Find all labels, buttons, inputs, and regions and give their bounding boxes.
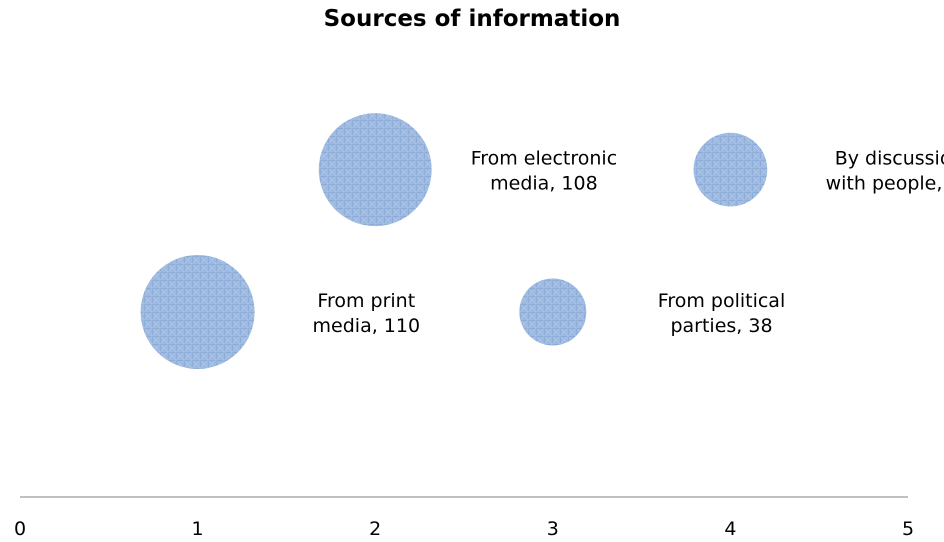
bubble-label-line: with people, 46 bbox=[826, 173, 944, 195]
x-tick-label: 4 bbox=[724, 518, 736, 540]
bubble-label-line: From political bbox=[658, 290, 785, 312]
bubble-label-line: By discussion bbox=[835, 148, 944, 170]
x-tick-label: 1 bbox=[192, 518, 204, 540]
bubble-label-line: parties, 38 bbox=[670, 315, 772, 337]
bubble bbox=[140, 254, 255, 369]
chart-title: Sources of information bbox=[323, 6, 621, 32]
bubble-label-line: media, 108 bbox=[490, 173, 598, 195]
x-tick-label: 0 bbox=[14, 518, 26, 540]
bubble-label-line: From print bbox=[317, 290, 415, 312]
bubble-label: From political parties, 38 bbox=[658, 290, 785, 337]
bubble-label: From electronic media, 108 bbox=[471, 148, 617, 195]
bubble-label-line: From electronic bbox=[471, 148, 617, 170]
bubble-label: From print media, 110 bbox=[313, 290, 421, 337]
x-tick-labels: 0 1 2 3 4 5 bbox=[14, 518, 914, 540]
bubble bbox=[693, 132, 768, 207]
bubble bbox=[318, 113, 432, 227]
bubble-labels: From print media, 110 From electronic media… bbox=[313, 148, 944, 337]
x-tick-label: 5 bbox=[902, 518, 914, 540]
x-tick-label: 3 bbox=[547, 518, 559, 540]
bubble-series bbox=[140, 113, 768, 369]
bubble-label-line: media, 110 bbox=[313, 315, 421, 337]
x-tick-label: 2 bbox=[369, 518, 381, 540]
bubble bbox=[519, 278, 587, 346]
bubble-label: By discussion with people, 46 bbox=[826, 148, 944, 195]
